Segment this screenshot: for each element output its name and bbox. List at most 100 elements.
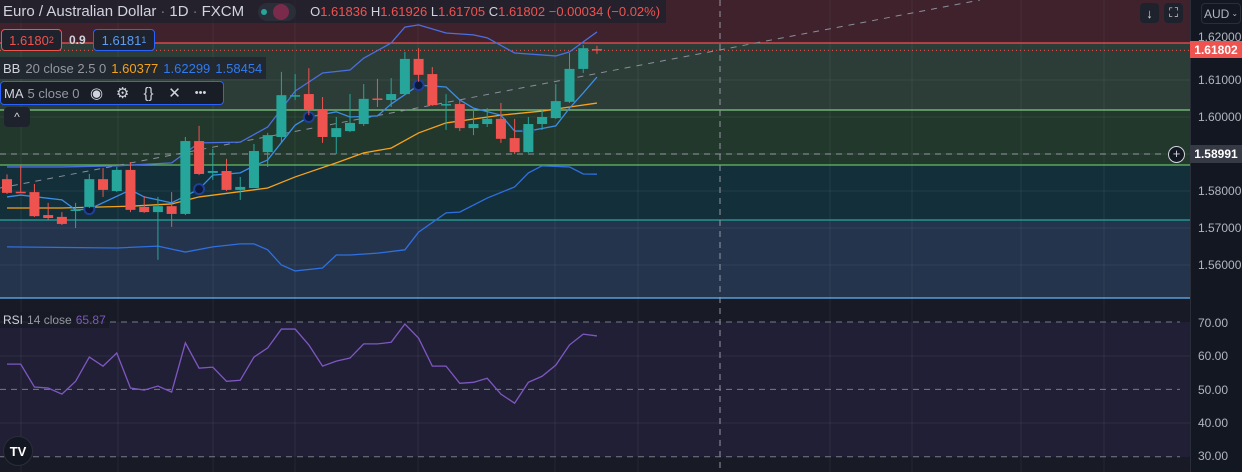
collapse-legend-button[interactable]: ^ — [4, 107, 30, 127]
bb-name: BB — [3, 60, 21, 76]
candle-body-down — [454, 104, 465, 129]
sell-button[interactable]: 1.6180 2 — [1, 29, 62, 51]
rsi-name: RSI — [3, 313, 24, 327]
rsi-value: 65.87 — [75, 313, 106, 327]
candle-body-up — [331, 128, 342, 137]
symbol-legend[interactable]: Euro / Australian Dollar · 1D · FXCM O1.61… — [0, 0, 667, 23]
candle-body-up — [564, 68, 575, 102]
candle-body-down — [98, 179, 109, 190]
candle-body-up — [578, 48, 589, 69]
zone-teal — [0, 165, 1190, 220]
add-alert-plus-icon[interactable]: + — [1168, 146, 1185, 163]
low-value: 1.61705 — [438, 4, 486, 19]
currency-label: AUD — [1203, 6, 1230, 21]
close-label: C — [488, 4, 499, 19]
bb-basis-value: 1.60377 — [111, 60, 159, 76]
price-tick: 1.61000 — [1198, 73, 1242, 87]
close-icon[interactable]: ✕ — [168, 85, 181, 102]
candle-body-down — [317, 109, 328, 137]
price-axis-bg[interactable] — [1190, 0, 1242, 472]
interval: 1D — [169, 3, 189, 20]
candle-body-up — [180, 141, 191, 214]
rsi-legend[interactable]: RSI 14 close 65.87 — [0, 312, 109, 328]
bb-lower-line — [6, 165, 597, 272]
open-label: O — [310, 4, 321, 19]
candle-body-down — [125, 169, 136, 210]
candle-body-up — [70, 209, 81, 211]
candle-body-up — [276, 95, 287, 137]
candle-body-down — [303, 94, 314, 110]
exchange: FXCM — [201, 3, 245, 20]
candle-body-up — [290, 95, 301, 97]
high-value: 1.61926 — [380, 4, 428, 19]
bb-params: 20 close 2.5 0 — [25, 60, 107, 76]
candle-body-down — [166, 206, 177, 214]
candles-layer — [2, 44, 602, 260]
last-price-label: 1.61802 — [1190, 41, 1242, 58]
candle-body-down — [427, 74, 438, 106]
candle-body-up — [537, 117, 548, 125]
rsi-tick: 40.00 — [1198, 416, 1229, 430]
candle-body-up — [84, 179, 95, 207]
price-tick: 1.62000 — [1198, 30, 1242, 44]
symbol-name: Euro / Australian Dollar — [3, 3, 157, 20]
scroll-to-realtime-button[interactable]: ↓ — [1140, 3, 1159, 23]
price-tick: 1.57000 — [1198, 221, 1242, 235]
candle-body-down — [29, 192, 40, 217]
eye-icon[interactable]: ◉ — [90, 85, 104, 102]
record-icon — [273, 3, 290, 20]
candle-body-up — [441, 104, 452, 106]
bb-lower-value: 1.58454 — [215, 60, 263, 76]
ma5-marker — [193, 183, 206, 196]
candle-body-down — [2, 179, 12, 193]
candle-body-down — [43, 215, 54, 219]
sell-price-pip: 2 — [48, 35, 54, 45]
currency-dropdown[interactable]: AUD ⌄ — [1201, 3, 1241, 24]
bb-legend[interactable]: BB 20 close 2.5 0 1.60377 1.62299 1.5845… — [0, 57, 267, 79]
rsi-params: 14 close — [27, 313, 72, 327]
bb-upper-value: 1.62299 — [163, 60, 211, 76]
buy-button[interactable]: 1.6181 1 — [93, 29, 155, 51]
ma-legend[interactable]: MA 5 close 0 ◉ ⚙ {} ✕ ••• — [0, 81, 224, 105]
candle-body-up — [386, 94, 397, 100]
candle-body-down — [372, 98, 383, 100]
candle-body-down — [509, 138, 520, 153]
ma-name: MA — [4, 85, 24, 101]
fullscreen-icon: ⛶ — [1168, 5, 1179, 20]
rsi-tick: 70.00 — [1198, 316, 1229, 330]
high-label: H — [370, 4, 381, 19]
more-icon[interactable]: ••• — [194, 87, 207, 99]
buy-price-pip: 1 — [141, 35, 147, 45]
candle-body-down — [221, 171, 232, 190]
candle-body-up — [550, 101, 561, 119]
price-tick: 1.56000 — [1198, 258, 1242, 272]
gear-icon[interactable]: ⚙ — [115, 85, 130, 102]
buy-price: 1.6181 — [101, 32, 142, 48]
candle-body-down — [413, 58, 424, 75]
close-value: 1.61802 — [498, 4, 546, 19]
open-value: 1.61836 — [320, 4, 368, 19]
source-code-icon[interactable]: {} — [143, 84, 154, 102]
rsi-tick: 50.00 — [1198, 383, 1229, 397]
chevron-down-icon: ⌄ — [1231, 9, 1239, 18]
fullscreen-button[interactable]: ⛶ — [1164, 3, 1183, 23]
candle-body-up — [262, 135, 273, 153]
zone-navy — [0, 220, 1190, 298]
change-value: −0.00034 (−0.02%) — [548, 4, 661, 19]
spread: 0.9 — [69, 33, 86, 47]
candle-body-up — [207, 171, 218, 173]
price-tick: 1.58000 — [1198, 184, 1242, 198]
candle-body-up — [468, 124, 479, 129]
candle-body-up — [235, 186, 246, 190]
candle-body-down — [591, 49, 602, 51]
candle-body-up — [523, 124, 534, 153]
tradingview-logo-icon[interactable]: TV — [3, 436, 33, 466]
sell-price: 1.6180 — [9, 32, 49, 48]
candle-body-down — [194, 141, 205, 174]
market-status-toggle[interactable] — [258, 2, 297, 21]
candle-body-down — [56, 216, 67, 224]
chevron-up-icon: ^ — [14, 110, 20, 124]
candle-body-up — [399, 58, 410, 95]
low-label: L — [430, 4, 439, 19]
